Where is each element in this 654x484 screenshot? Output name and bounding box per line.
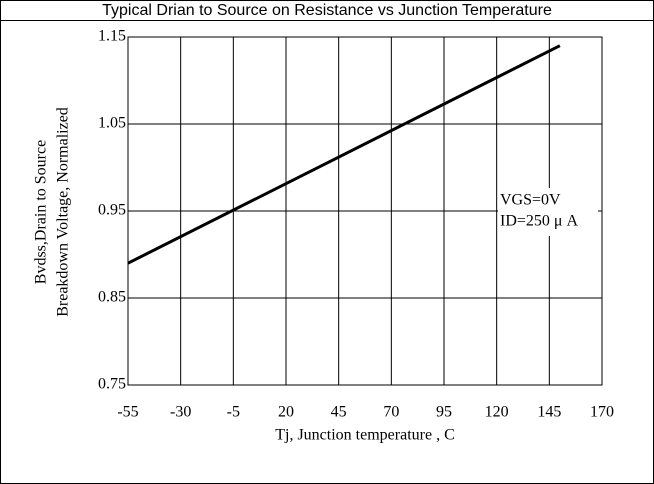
plot-frame [127, 36, 603, 386]
y-tick-label: 1.15 [98, 28, 126, 45]
data-line [127, 44, 561, 265]
x-tick-label: -55 [117, 404, 138, 421]
y-axis-label: Breakdown Voltage, Normalized [55, 107, 72, 317]
y-tick-label: 1.05 [98, 115, 126, 132]
y-axis-label: Bvdss,Drain to Source [33, 140, 50, 284]
y-tick-label: 0.95 [98, 202, 126, 219]
x-tick-label: 20 [278, 404, 294, 421]
x-tick-label: 145 [537, 404, 561, 421]
x-tick-label: 120 [485, 404, 509, 421]
x-tick-label: -30 [170, 404, 191, 421]
chart-title: Typical Drian to Source on Resistance vs… [102, 2, 552, 19]
x-tick-label: 70 [383, 404, 399, 421]
annotation: ID=250 μ A [500, 213, 578, 230]
annotation: VGS=0V [500, 192, 561, 209]
y-tick-label: 0.85 [98, 289, 126, 306]
x-tick-label: 170 [590, 404, 614, 421]
x-tick-label: 95 [436, 404, 452, 421]
y-tick-label: 0.75 [98, 376, 126, 393]
annotation-background [498, 188, 598, 236]
x-tick-label: -5 [227, 404, 240, 421]
x-tick-label: 45 [331, 404, 347, 421]
x-axis-label: Tj, Junction temperature , C [275, 427, 455, 444]
